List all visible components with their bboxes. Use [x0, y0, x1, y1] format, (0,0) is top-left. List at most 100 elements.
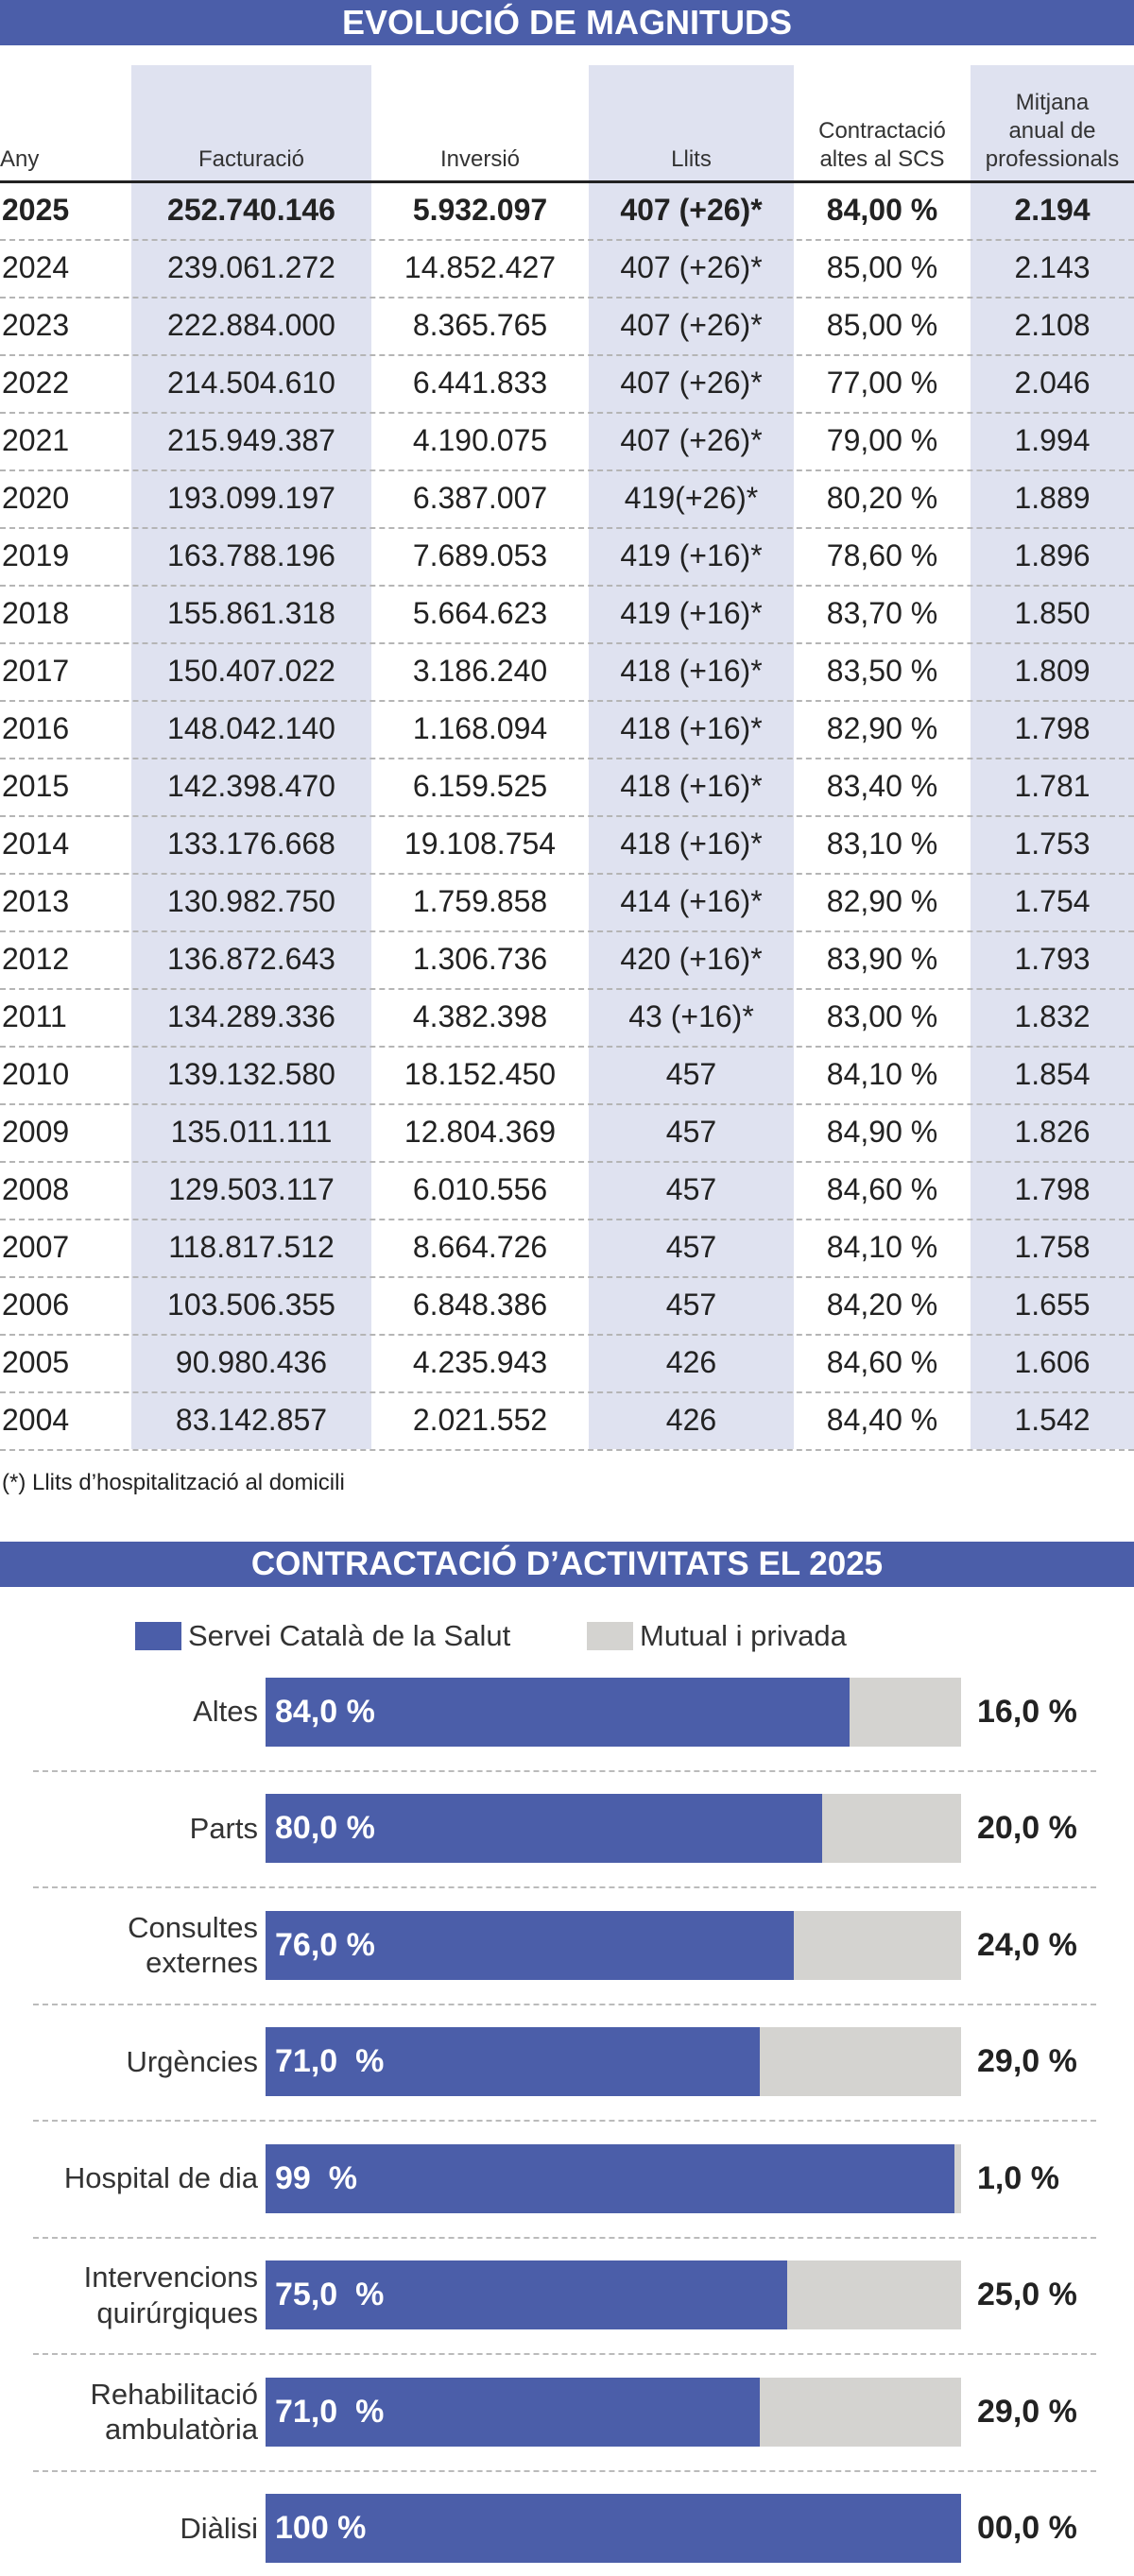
- table-cell: 418 (+16)*: [620, 654, 763, 688]
- table-cell: 222.884.000: [167, 308, 335, 342]
- table-cell: 2025: [2, 193, 70, 227]
- row-divider: [0, 239, 1134, 241]
- table-cell: 8.664.726: [412, 1230, 548, 1264]
- table-cell: 77,00 %: [826, 366, 938, 400]
- row-divider: [33, 2003, 1096, 2005]
- table-cell: 84,40 %: [826, 1403, 938, 1437]
- table-cell: 457: [665, 1288, 717, 1322]
- table-cell: 2015: [2, 769, 70, 803]
- table-cell: 78,60 %: [826, 538, 938, 572]
- table-cell: 84,90 %: [826, 1115, 938, 1149]
- table-cell: 215.949.387: [167, 423, 335, 457]
- table-cell: 1.826: [1014, 1115, 1091, 1149]
- value-label: 29,0 %: [977, 2393, 1077, 2430]
- value-label: 1,0 %: [977, 2159, 1059, 2196]
- column-header: Contractació altes al SCS: [818, 118, 946, 172]
- table-cell: 150.407.022: [167, 654, 335, 688]
- table-cell: 2.194: [1014, 193, 1091, 227]
- table-cell: 118.817.512: [168, 1230, 335, 1264]
- column-header: Inversió: [439, 146, 521, 172]
- table-cell: 2018: [2, 596, 70, 630]
- table-cell: 2023: [2, 308, 70, 342]
- table-cell: 5.932.097: [412, 193, 548, 227]
- table-cell: 2011: [2, 999, 67, 1033]
- table-cell: 155.861.318: [167, 596, 335, 630]
- table-cell: 6.848.386: [412, 1288, 548, 1322]
- table-cell: 84,60 %: [826, 1172, 938, 1206]
- column-header: Llits: [671, 146, 712, 172]
- table-cell: 80,20 %: [826, 481, 938, 515]
- table-cell: 2020: [2, 481, 70, 515]
- bar-segment: [266, 1910, 795, 1980]
- chart-title: CONTRACTACIÓ D’ACTIVITATS EL 2025: [0, 1542, 1134, 1587]
- table-cell: 84,60 %: [826, 1345, 938, 1379]
- legend-label: Servei Català de la Salut: [188, 1619, 511, 1652]
- table-cell: 84,00 %: [826, 193, 938, 227]
- table-cell: 4.235.943: [412, 1345, 548, 1379]
- category-label: Hospital de dia: [63, 2161, 258, 2195]
- table-cell: 426: [665, 1345, 717, 1379]
- bar-segment: [266, 2027, 760, 2096]
- row-divider: [0, 988, 1134, 990]
- value-label: 80,0 %: [275, 1810, 375, 1846]
- row-divider: [0, 1103, 1134, 1105]
- table-cell: 1.809: [1014, 654, 1091, 688]
- bar-segment: [266, 2143, 954, 2213]
- table-cell: 1.798: [1014, 1172, 1091, 1206]
- row-divider: [0, 412, 1134, 414]
- value-label: 25,0 %: [977, 2277, 1077, 2312]
- table-cell: 84,20 %: [826, 1288, 938, 1322]
- row-divider: [0, 1276, 1134, 1278]
- table-cell: 418 (+16)*: [620, 711, 763, 745]
- row-divider: [0, 527, 1134, 529]
- table-title: EVOLUCIÓ DE MAGNITUDS: [0, 0, 1134, 45]
- table-cell: 103.506.355: [167, 1288, 335, 1322]
- table-cell: 2013: [2, 884, 70, 918]
- table-cell: 2019: [2, 538, 70, 572]
- row-divider: [33, 2236, 1096, 2239]
- table-cell: 14.852.427: [404, 250, 557, 284]
- value-label: 100 %: [275, 2510, 367, 2546]
- table-cell: 2.021.552: [412, 1403, 548, 1437]
- table-cell: 1.759.858: [412, 884, 548, 918]
- table-cell: 83,90 %: [826, 942, 938, 976]
- category-label: Altes: [193, 1695, 258, 1729]
- row-divider: [0, 700, 1134, 702]
- table-cell: 6.010.556: [412, 1172, 548, 1206]
- bar-segment: [954, 2143, 961, 2213]
- table-cell: 1.542: [1014, 1403, 1091, 1437]
- table-cell: 83,10 %: [826, 827, 938, 861]
- table-cell: 407 (+26)*: [620, 308, 763, 342]
- table-cell: 419(+26)*: [624, 481, 759, 515]
- bar-segment: [266, 2494, 961, 2563]
- table-cell: 2.143: [1014, 250, 1091, 284]
- row-divider: [33, 1769, 1096, 1772]
- table-cell: 407 (+26)*: [620, 366, 763, 400]
- category-label: Diàlisi: [180, 2511, 258, 2545]
- table-cell: 6.387.007: [412, 481, 548, 515]
- table-cell: 2012: [2, 942, 70, 976]
- table-cell: 90.980.436: [175, 1345, 328, 1379]
- table-cell: 407 (+26)*: [620, 193, 763, 227]
- table-cell: 7.689.053: [412, 538, 548, 572]
- row-divider: [33, 2353, 1096, 2356]
- table-cell: 193.099.197: [167, 481, 335, 515]
- value-label: 75,0 %: [275, 2277, 385, 2312]
- table-cell: 2021: [2, 423, 70, 457]
- category-label: Urgències: [126, 2044, 258, 2078]
- table-cell: 2009: [2, 1115, 70, 1149]
- table-cell: 19.108.754: [404, 827, 557, 861]
- table-cell: 457: [665, 1115, 717, 1149]
- value-label: 71,0 %: [275, 2043, 385, 2079]
- value-label: 16,0 %: [977, 1693, 1077, 1730]
- category-label: Consultes externes: [128, 1910, 258, 1979]
- value-label: 20,0 %: [977, 1810, 1077, 1846]
- table-cell: 418 (+16)*: [620, 769, 763, 803]
- table-cell: 82,90 %: [826, 884, 938, 918]
- row-divider: [33, 2120, 1096, 2123]
- table-cell: 1.896: [1014, 538, 1091, 572]
- category-label: Parts: [189, 1811, 258, 1845]
- row-divider: [0, 815, 1134, 817]
- row-divider: [0, 930, 1134, 932]
- column-shade: [589, 65, 794, 1449]
